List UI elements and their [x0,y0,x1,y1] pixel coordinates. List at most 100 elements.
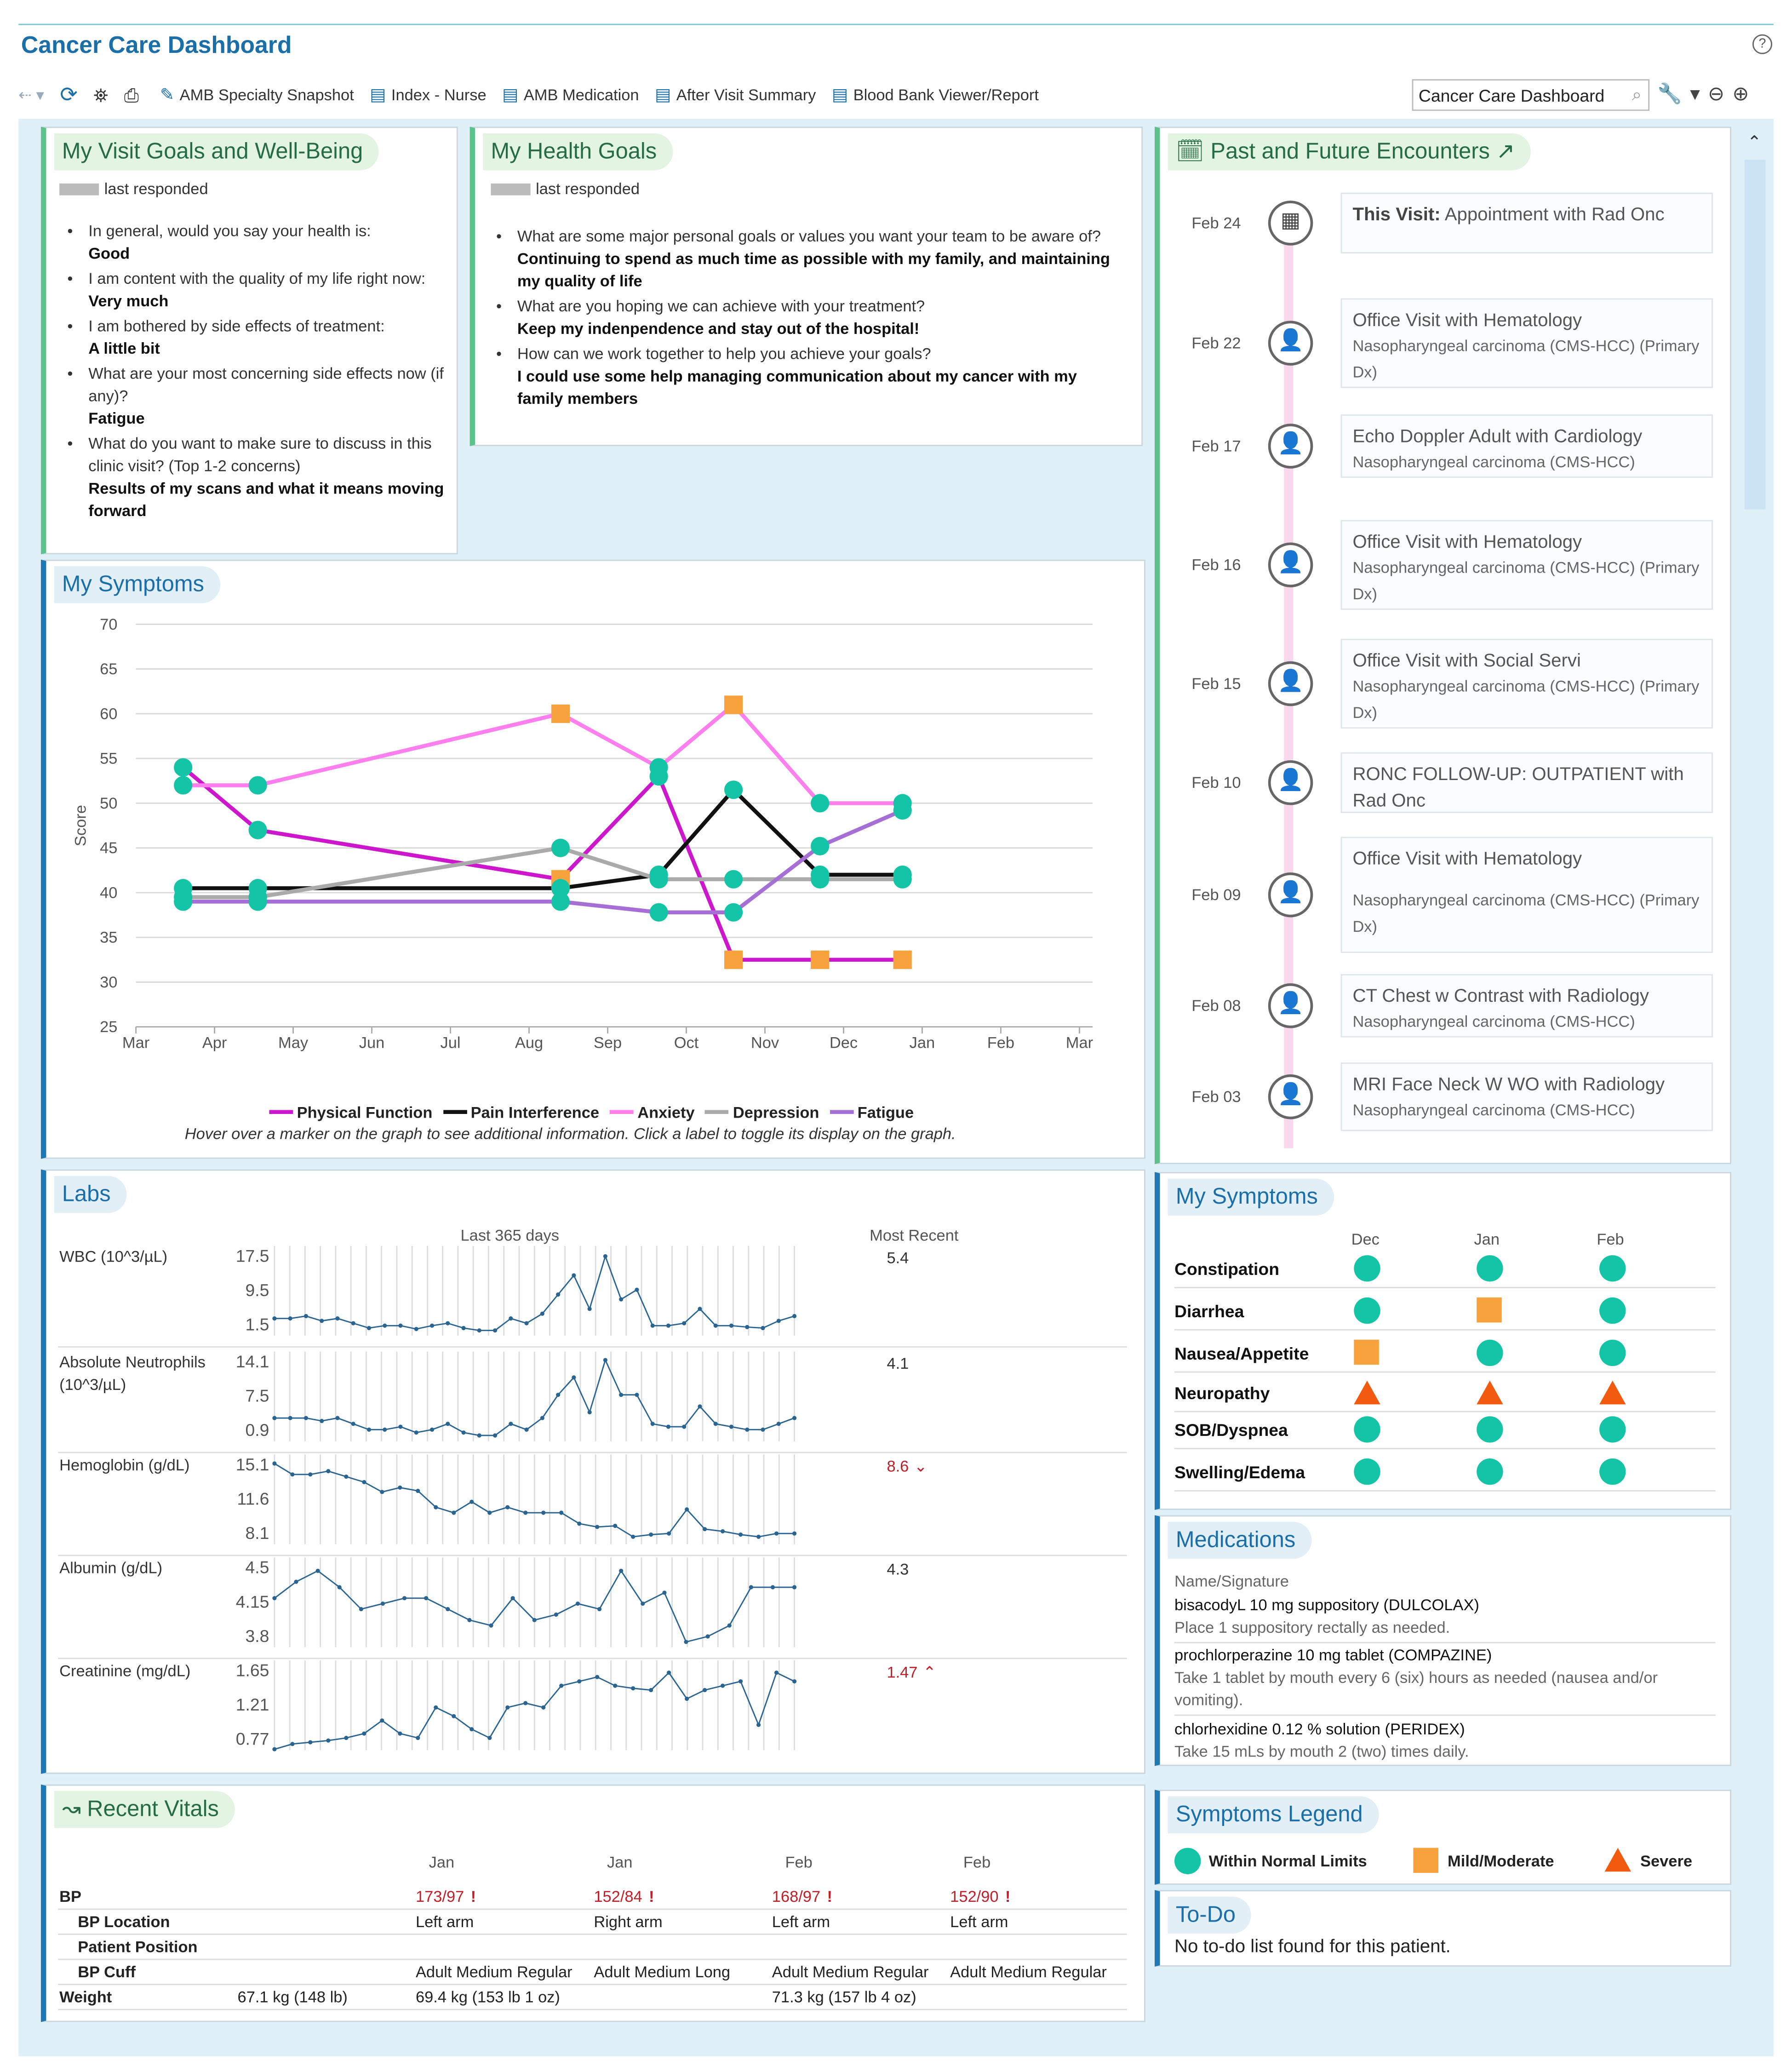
symptom-status-severe[interactable] [1354,1380,1380,1405]
data-point[interactable] [724,903,743,922]
toolbar-amb-specialty-snapshot[interactable]: ✎ AMB Specialty Snapshot [160,85,354,106]
symptom-status-normal[interactable] [1599,1297,1626,1324]
data-point[interactable] [248,776,267,795]
legend-item[interactable]: Pain Interference [443,1103,599,1121]
symptom-status-normal[interactable] [1477,1339,1503,1366]
symptom-status-normal[interactable] [1599,1458,1626,1485]
data-point-mild[interactable] [893,950,912,969]
symptom-status-normal[interactable] [1599,1339,1626,1366]
lab-label[interactable]: Albumin (g/dL) [59,1559,163,1578]
data-point-mild[interactable] [724,950,743,969]
lab-label[interactable]: WBC (10^3/µL) [59,1247,168,1266]
symptom-status-normal[interactable] [1599,1255,1626,1282]
symptom-status-normal[interactable] [1477,1458,1503,1485]
legend-item[interactable]: Anxiety [609,1103,695,1121]
encounter-card[interactable]: Echo Doppler Adult with Cardiology Nasoph… [1340,414,1713,478]
binoculars-icon[interactable]: ⛯ [93,84,109,105]
symptom-status-normal[interactable] [1354,1416,1380,1443]
encounters-title-text[interactable]: Past and Future Encounters [1210,138,1490,164]
search-icon[interactable]: ⌕ [1632,84,1642,104]
encounter-card[interactable]: MRI Face Neck W WO with Radiology Nasopha… [1340,1062,1713,1131]
data-point[interactable] [649,870,668,889]
encounter-card[interactable]: Office Visit with Hematology Nasopharynge… [1340,298,1713,388]
bp-value[interactable]: 152/84! [594,1888,654,1906]
medication-item[interactable]: prochlorperazine 10 mg tablet (COMPAZINE… [1174,1645,1716,1716]
wrench-icon[interactable]: 🔧 [1657,83,1690,106]
encounter-card[interactable]: Office Visit with Hematology Nasopharynge… [1340,837,1713,953]
toolbar-blood-bank-viewer[interactable]: ▤ Blood Bank Viewer/Report [832,85,1039,106]
dropdown-icon[interactable]: ▾ [1690,83,1708,106]
data-point[interactable] [811,794,830,813]
refresh-icon[interactable]: ⟳ [60,84,78,107]
symptom-status-normal[interactable] [1477,1416,1503,1443]
toolbar-amb-medication[interactable]: ▤ AMB Medication [502,85,639,106]
external-link-icon[interactable]: ↗ [1489,138,1515,164]
data-point-mild[interactable] [551,704,570,723]
encounter-card[interactable]: RONC FOLLOW-UP: OUTPATIENT with Rad Onc [1340,752,1713,813]
data-point[interactable] [649,903,668,922]
lab-label[interactable]: Creatinine (mg/dL) [59,1661,191,1681]
data-point[interactable] [811,870,830,889]
scroll-up-icon[interactable]: ⌃ [1747,132,1762,152]
x-tick-label: Aug [515,1034,543,1052]
scrollbar-thumb[interactable] [1744,160,1766,510]
legend-item[interactable]: Physical Function [269,1103,432,1121]
toolbar-index-nurse[interactable]: ▤ Index - Nurse [370,85,486,106]
symptom-status-mild[interactable] [1477,1297,1502,1323]
data-point[interactable] [551,879,570,898]
data-point[interactable] [811,837,830,855]
data-point-mild[interactable] [811,950,830,969]
chart-axes: 25 30 35 40 45 50 55 60 65 70 Mar Apr May Jun Jul Aug Se… [72,616,1094,1052]
toolbar-after-visit-summary[interactable]: ▤ After Visit Summary [655,85,816,106]
encounter-card[interactable]: Office Visit with Social Servi Nasopharyn… [1340,638,1713,729]
data-point[interactable] [724,870,743,889]
data-point[interactable] [248,821,267,839]
series-line-pain-interference[interactable] [183,786,903,890]
bp-value[interactable]: 152/90! [950,1888,1010,1906]
symptoms-chart-title: My Symptoms [54,566,220,603]
zoom-in-icon[interactable]: ⊕ [1732,83,1757,106]
medication-item[interactable]: bisacodyL 10 mg suppository (DULCOLAX) Pl… [1174,1595,1716,1643]
data-point[interactable] [551,838,570,857]
symptom-status-normal[interactable] [1354,1458,1380,1485]
data-point[interactable] [551,892,570,911]
back-icon[interactable]: ⇠ ▾ [18,86,44,104]
series-line-fatigue[interactable] [183,808,904,914]
data-point[interactable] [174,776,193,795]
encounter-date: Feb 10 [1191,773,1241,792]
data-point[interactable] [649,758,668,777]
data-point[interactable] [893,870,912,889]
symptom-status-normal[interactable] [1354,1297,1380,1324]
zoom-out-icon[interactable]: ⊖ [1708,83,1733,106]
lab-label[interactable]: Absolute Neutrophils (10^3/µL) [59,1353,206,1394]
encounter-card[interactable]: This Visit: Appointment with Rad Onc [1340,192,1713,253]
lab-label[interactable]: Hemoglobin (g/dL) [59,1456,190,1475]
legend-item[interactable]: Fatigue [830,1103,914,1121]
medication-item[interactable]: chlorhexidine 0.12 % solution (PERIDEX) T… [1174,1718,1716,1763]
print-icon[interactable]: ⎙ [124,84,139,105]
data-point[interactable] [174,892,193,911]
encounter-title: Office Visit with Hematology [1352,306,1701,333]
symptom-status-normal[interactable] [1599,1416,1626,1443]
help-icon[interactable]: ? [1752,34,1773,54]
series-line-anxiety[interactable] [183,702,903,805]
data-point-mild[interactable] [724,695,743,714]
symptom-status-normal[interactable] [1354,1255,1380,1282]
symptom-status-severe[interactable] [1477,1380,1503,1405]
symptom-status-normal[interactable] [1477,1255,1503,1282]
bp-value[interactable]: 168/97! [772,1888,832,1906]
data-point[interactable] [248,892,267,911]
symptom-status-severe[interactable] [1599,1380,1626,1405]
symptom-status-mild[interactable] [1354,1339,1379,1365]
y-tick-label: 40 [100,884,117,901]
legend-item[interactable]: Depression [705,1103,819,1121]
encounters-scrollbar[interactable]: ⌃ [1742,126,1768,1164]
vitals-title-text[interactable]: Recent Vitals [87,1796,219,1822]
data-point[interactable] [174,758,193,777]
data-point[interactable] [724,781,743,799]
encounter-card[interactable]: CT Chest w Contrast with Radiology Nasoph… [1340,974,1713,1038]
bp-value[interactable]: 173/97! [416,1888,476,1906]
encounter-card[interactable]: Office Visit with Hematology Nasopharynge… [1340,520,1713,610]
activity-search-input[interactable]: Cancer Care Dashboard ⌕ [1412,79,1650,111]
data-point[interactable] [893,801,912,820]
